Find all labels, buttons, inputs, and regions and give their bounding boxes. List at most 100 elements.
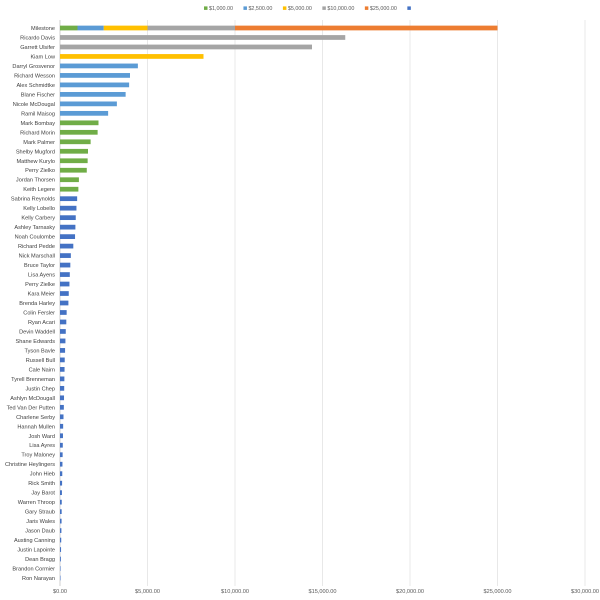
category-label: Blane Fischer: [21, 92, 55, 98]
bar: [60, 44, 312, 50]
x-tick-label: $20,000.00: [396, 589, 424, 595]
bar: [60, 186, 79, 192]
bar: [60, 461, 63, 467]
category-label: Richard Pedde: [18, 244, 55, 250]
category-label: Kara Meier: [28, 292, 55, 298]
bar: [60, 442, 63, 448]
bar: [60, 547, 62, 552]
category-label: Jordan Thorsen: [16, 178, 55, 184]
category-label: Perry Zielko: [25, 168, 55, 174]
category-label: Jay Barot: [31, 491, 55, 497]
category-label: Brandon Cormier: [12, 567, 55, 573]
bar: [60, 528, 62, 533]
bar: [60, 329, 66, 334]
bar: [60, 215, 76, 221]
bar: [60, 82, 130, 88]
bar: [60, 423, 64, 429]
bar: [60, 556, 61, 562]
category-label: Matthew Kurylo: [16, 159, 55, 165]
legend-label: $1,000.00: [209, 6, 233, 12]
milestone-bar-segment: [77, 25, 104, 31]
bar: [60, 395, 65, 401]
bar: [60, 281, 70, 287]
legend-label: $5,000.00: [288, 6, 312, 12]
bar: [60, 167, 87, 173]
x-axis-tick-labels: $0.00 $5,000.00 $10,000.00 $15,000.00 $20,00…: [53, 589, 599, 595]
category-label: Shane Edwards: [16, 339, 56, 345]
category-label: Mark Palmer: [23, 140, 55, 146]
category-label: Darryl Grosvenor: [12, 64, 55, 70]
category-label: Kelly Lobello: [23, 206, 55, 212]
category-label: Troy Maloney: [21, 453, 55, 459]
x-tick-label: $30,000.00: [571, 589, 599, 595]
legend-label: $25,000.00: [370, 6, 397, 12]
bar: [60, 73, 130, 78]
category-label: Garrett Ulsifer: [20, 45, 55, 51]
bar: [60, 234, 76, 239]
category-label: Charlene Serby: [16, 415, 55, 421]
bar: [60, 452, 63, 458]
bar: [60, 224, 76, 230]
category-label: Kelly Carbery: [21, 216, 55, 222]
category-label: Milestone: [31, 26, 55, 32]
category-label: Kiam Low: [30, 54, 56, 60]
bar: [60, 196, 78, 202]
category-label: Cale Nairn: [29, 367, 55, 373]
category-label: Colin Fersler: [23, 310, 55, 316]
category-label: Rick Smith: [28, 481, 55, 487]
legend-swatch: [364, 6, 369, 10]
bar: [60, 110, 109, 116]
x-tick-label: $25,000.00: [484, 589, 512, 595]
bar: [60, 54, 204, 59]
gridlines: [59, 20, 586, 586]
legend-swatch: [407, 6, 411, 10]
milestone-bar-segment: [60, 25, 78, 31]
milestone-bar-segment: [103, 25, 148, 31]
bar: [60, 272, 70, 277]
category-label: Jaris Wales: [26, 519, 55, 525]
category-label: Russell Bull: [26, 358, 55, 364]
x-tick-label: $15,000.00: [309, 589, 337, 595]
bar: [60, 490, 62, 496]
x-tick-label: $5,000.00: [135, 589, 160, 595]
x-tick-label: $10,000.00: [221, 589, 249, 595]
x-tick-label: $0.00: [53, 589, 67, 595]
bar: [60, 300, 69, 306]
legend-swatch: [243, 6, 247, 10]
category-label: Brenda Harley: [19, 301, 55, 307]
bar: [60, 310, 67, 315]
category-label: Justin Lapointe: [17, 548, 55, 554]
bar: [60, 205, 77, 211]
legend-label: $10,000.00: [327, 6, 354, 12]
category-label: Ramil Maisog: [21, 111, 55, 117]
bar: [60, 376, 65, 382]
bar: [60, 566, 61, 571]
category-label: Tyrell Brenneman: [11, 377, 55, 383]
category-label: Dean Bragg: [25, 557, 55, 563]
bar: [60, 63, 138, 69]
bar: [60, 433, 63, 439]
category-label: Alex Schmidtke: [16, 83, 55, 89]
bar: [60, 499, 62, 505]
legend: $1,000.00 $2,500.00 $5,000.00 $10,000.00 $25…: [204, 6, 411, 12]
category-label: Lisa Ayres: [29, 443, 55, 449]
category-label: Ryan Acari: [28, 320, 55, 326]
category-label: Ricardo Davis: [20, 35, 55, 41]
category-labels: Milestone Ricardo Davis Garrett Ulsifer Kia…: [5, 26, 56, 582]
category-label: Warren Throop: [18, 500, 55, 506]
category-label: Shelby Mugford: [16, 149, 55, 155]
category-label: Ted Van Der Putten: [7, 405, 55, 411]
bar: [60, 357, 65, 363]
bar: [60, 367, 65, 372]
bar: [60, 509, 62, 514]
legend-label: $2,500.00: [248, 6, 272, 12]
category-label: John Hieb: [30, 472, 55, 478]
category-label: Ashley Tarnasky: [14, 225, 55, 231]
category-label: Bruce Taylor: [24, 263, 55, 269]
category-label: Mark Bombay: [20, 121, 55, 127]
bar: [60, 92, 126, 97]
bar: [60, 177, 79, 183]
category-label: Noah Coulombe: [15, 235, 55, 241]
bar: [60, 243, 74, 249]
